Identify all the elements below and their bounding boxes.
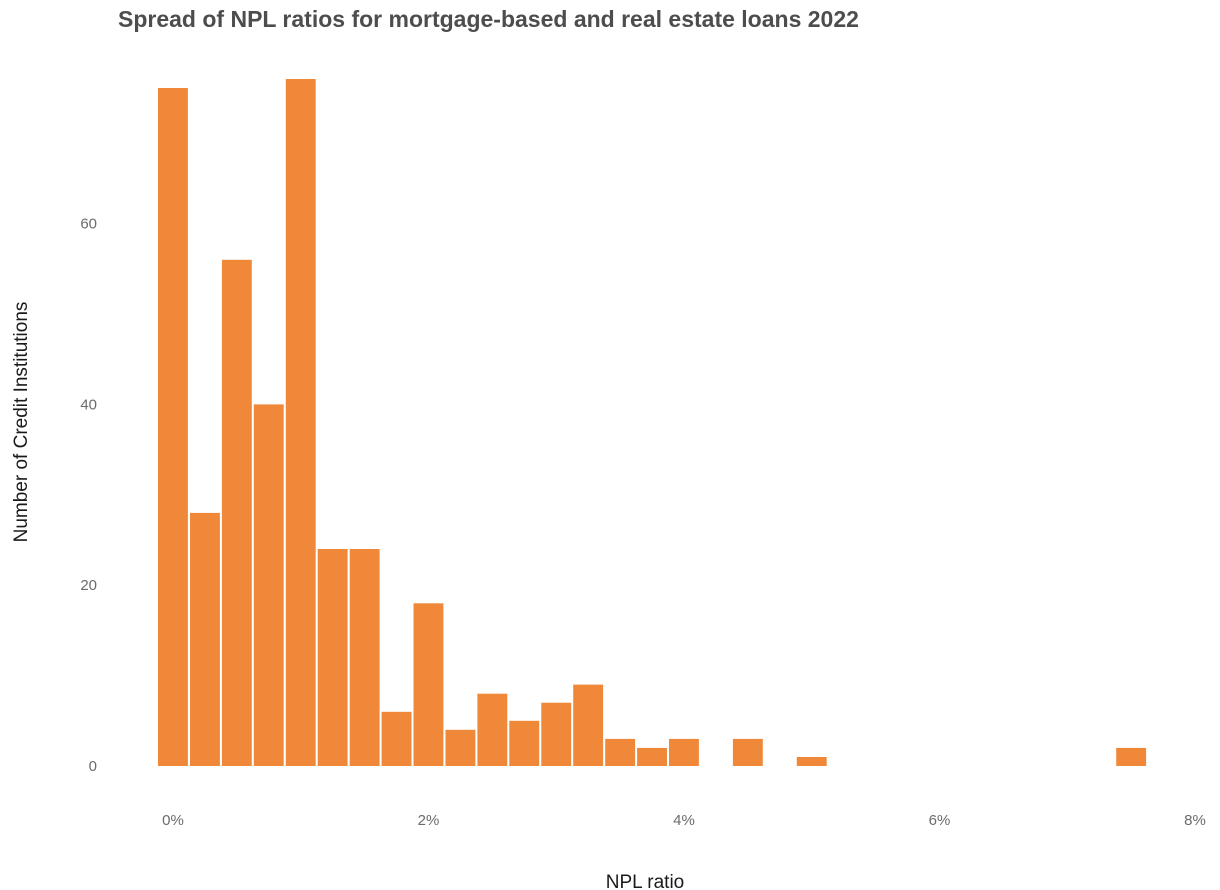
y-tick-label: 40 (80, 396, 97, 413)
histogram-bar (413, 603, 444, 766)
x-tick-labels: 0% 2% 4% 6% 8% (162, 812, 1206, 829)
y-axis-label: Number of Credit Institutions (11, 302, 32, 543)
histogram-bar (509, 720, 540, 766)
x-tick-label: 2% (418, 812, 440, 829)
x-tick-label: 8% (1184, 812, 1206, 829)
histogram-bar (669, 738, 699, 766)
y-tick-label: 20 (80, 577, 97, 594)
histogram-bar (445, 729, 476, 766)
chart-title: Spread of NPL ratios for mortgage-based … (118, 6, 859, 32)
histogram-bar (1116, 747, 1147, 766)
y-tick-labels: 0 20 40 60 (80, 216, 97, 775)
histogram-bar (573, 684, 604, 766)
histogram-bar (285, 79, 316, 766)
histogram-bar (477, 693, 508, 766)
histogram-bar (605, 738, 636, 766)
y-tick-label: 60 (80, 216, 97, 233)
histogram-bar (317, 549, 348, 766)
histogram-bar (349, 549, 380, 766)
histogram-bar (253, 404, 284, 766)
bars-group (158, 79, 1147, 766)
x-tick-label: 0% (162, 812, 184, 829)
histogram-bar (637, 747, 667, 766)
histogram-bar (541, 702, 572, 766)
x-axis-label: NPL ratio (606, 872, 685, 890)
histogram-bar (190, 512, 220, 766)
histogram-bar (158, 88, 188, 766)
histogram-bar (221, 259, 252, 766)
y-tick-label: 0 (89, 758, 97, 775)
x-tick-label: 4% (673, 812, 695, 829)
histogram-bar (732, 738, 763, 766)
x-tick-label: 6% (929, 812, 951, 829)
histogram-bar (796, 757, 827, 766)
histogram-bar (381, 711, 412, 766)
